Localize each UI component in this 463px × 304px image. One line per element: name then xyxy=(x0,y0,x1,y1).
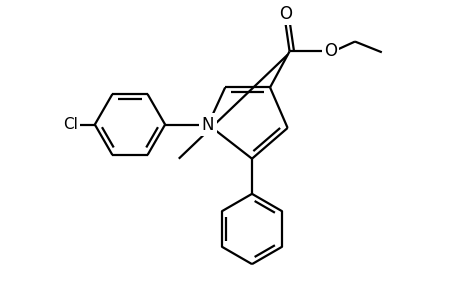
Text: Cl: Cl xyxy=(63,117,78,132)
Text: N: N xyxy=(202,116,214,133)
Text: O: O xyxy=(279,5,292,23)
Text: O: O xyxy=(324,42,337,60)
